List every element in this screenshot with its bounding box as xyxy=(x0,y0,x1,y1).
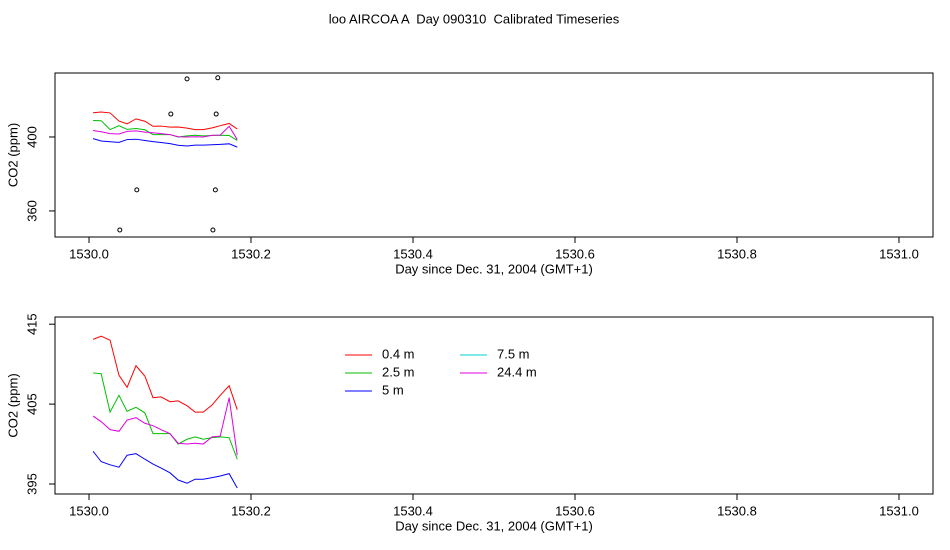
series-line xyxy=(93,372,238,460)
outlier-point xyxy=(215,75,221,81)
series-line xyxy=(92,397,238,456)
x-tick-label: 1530.0 xyxy=(69,246,109,261)
series-line xyxy=(92,335,238,413)
x-tick-label: 1531.0 xyxy=(879,503,919,518)
x-tick-label: 1530.8 xyxy=(717,503,757,518)
y-tick-label: 360 xyxy=(24,200,39,222)
x-tick-label: 1530.4 xyxy=(393,246,433,261)
x-tick-label: 1530.6 xyxy=(555,246,595,261)
x-tick-label: 1530.4 xyxy=(393,503,433,518)
x-axis-label: Day since Dec. 31, 2004 (GMT+1) xyxy=(395,518,593,533)
legend-label: 0.4 m xyxy=(382,346,415,361)
page-title: loo AIRCOA A Day 090310 Calibrated Times… xyxy=(329,11,620,26)
legend-label: 5 m xyxy=(382,382,404,397)
outlier-point xyxy=(134,187,140,193)
y-axis-label: CO2 (ppm) xyxy=(5,123,20,187)
series-line xyxy=(93,111,238,131)
outlier-point xyxy=(184,76,190,82)
legend-label: 7.5 m xyxy=(497,346,530,361)
plot-frame xyxy=(54,316,934,495)
y-tick-label: 400 xyxy=(24,126,39,148)
series-line xyxy=(92,138,238,148)
outlier-point xyxy=(212,187,218,193)
outlier-point xyxy=(117,227,123,233)
outlier-point xyxy=(168,111,174,117)
series-line xyxy=(92,125,238,140)
y-tick-label: 415 xyxy=(24,313,39,335)
series-line xyxy=(93,120,238,141)
outlier-point xyxy=(213,111,219,117)
outlier-point xyxy=(210,227,216,233)
y-axis-label: CO2 (ppm) xyxy=(5,373,20,437)
x-tick-label: 1530.0 xyxy=(69,503,109,518)
legend-label: 24.4 m xyxy=(497,364,537,379)
x-tick-label: 1530.2 xyxy=(231,246,271,261)
series-line xyxy=(92,450,238,489)
x-tick-label: 1531.0 xyxy=(879,246,919,261)
plot-frame xyxy=(54,72,934,238)
x-tick-label: 1530.2 xyxy=(231,503,271,518)
y-tick-label: 405 xyxy=(24,393,39,415)
x-tick-label: 1530.8 xyxy=(717,246,757,261)
y-tick-label: 395 xyxy=(24,473,39,495)
legend-label: 2.5 m xyxy=(382,364,415,379)
x-tick-label: 1530.6 xyxy=(555,503,595,518)
x-axis-label: Day since Dec. 31, 2004 (GMT+1) xyxy=(395,261,593,276)
